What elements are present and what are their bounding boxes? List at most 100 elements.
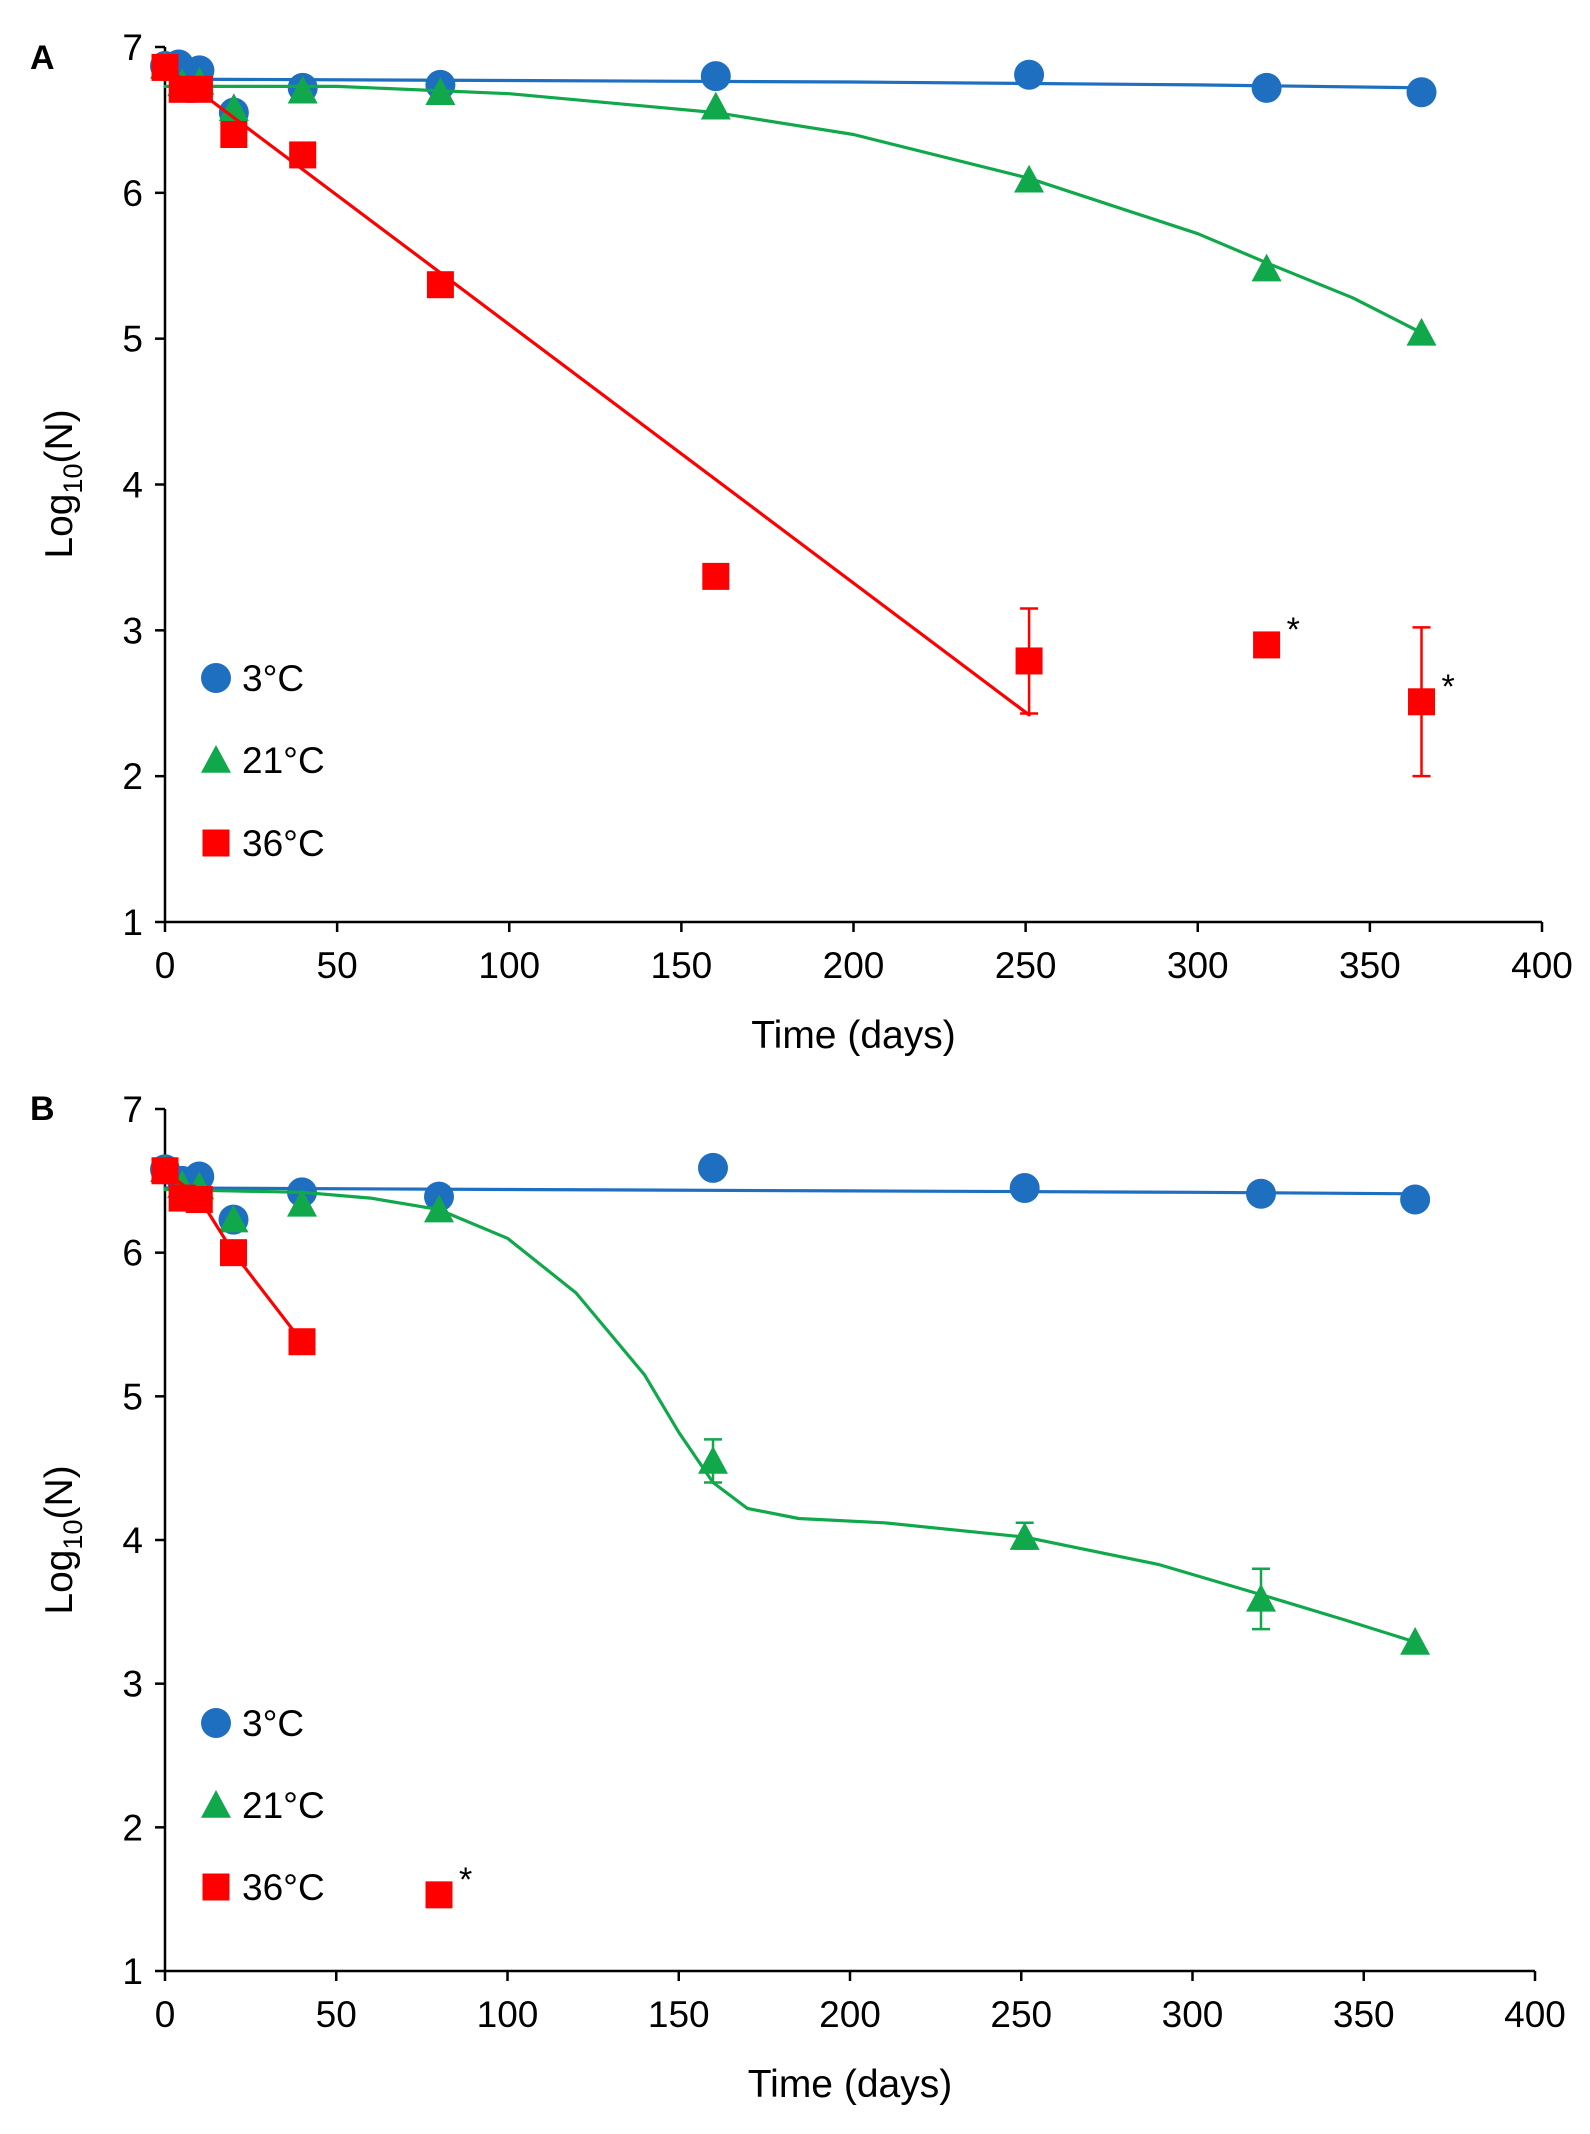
panel-label: A: [30, 39, 55, 77]
data-point: [702, 562, 730, 590]
data-point: [218, 1204, 249, 1233]
x-axis-title: Time (days): [751, 1014, 955, 1057]
x-tick-label: 400: [1511, 945, 1573, 986]
x-tick-label: 50: [317, 945, 358, 986]
significance-asterisk: *: [1287, 611, 1300, 649]
data-point: [425, 1881, 453, 1909]
data-point: [1406, 317, 1437, 346]
legend-label: 3°C: [242, 658, 304, 699]
y-tick-label: 1: [122, 902, 143, 943]
data-point: [1246, 1178, 1276, 1209]
x-tick-label: 50: [316, 1994, 357, 2035]
panel-b: B 1 2 3 4 5 6 7 0 50 100 150 200 250 300 350 400 Time (da…: [30, 1089, 1566, 2106]
data-point: [287, 1188, 317, 1217]
x-tick-label: 250: [995, 945, 1057, 986]
data-point: [424, 1194, 454, 1223]
y-tick-label: 4: [122, 1520, 143, 1561]
data-point: [220, 1239, 247, 1267]
fit-line: [163, 84, 1424, 335]
data-point: [698, 1152, 728, 1183]
data-point: [1014, 164, 1045, 193]
data-point: [288, 1328, 316, 1356]
legend-marker: [201, 1708, 231, 1738]
data-point: [1408, 688, 1436, 716]
series-0: [150, 49, 1437, 128]
fit-line: [163, 1169, 304, 1344]
data-point: [1400, 1627, 1431, 1655]
data-point: [425, 77, 456, 105]
data-point: [287, 75, 318, 104]
x-tick-label: 200: [823, 945, 885, 986]
y-tick-label: 7: [122, 1089, 143, 1130]
x-tick-label: 250: [990, 1994, 1052, 2035]
x-tick-label: 100: [477, 1994, 539, 2035]
y-tick-label: 5: [122, 1376, 143, 1417]
y-axis-title-main: Log: [38, 494, 81, 559]
legend-label: 21°C: [242, 740, 325, 781]
y-tick-label: 1: [122, 1951, 143, 1992]
data-point: [1251, 253, 1282, 282]
x-tick-label: 150: [651, 945, 713, 986]
x-tick-label: 350: [1333, 1994, 1395, 2035]
x-tick-label: 0: [155, 1994, 176, 2035]
legend-label: 3°C: [242, 1703, 304, 1744]
legend-marker: [201, 663, 231, 693]
y-tick-label: 4: [122, 465, 143, 506]
y-tick-label: 3: [122, 1664, 143, 1705]
y-axis-title: Log10(N): [38, 409, 88, 558]
data-point: [700, 91, 731, 120]
data-point: [1400, 1184, 1431, 1215]
data-point: [700, 61, 731, 92]
data-point: [185, 1186, 213, 1214]
legend-marker: [201, 745, 231, 773]
data-point: [426, 271, 454, 299]
y-axis-title-subscript: 10: [58, 464, 88, 494]
x-tick-label: 150: [648, 1994, 710, 2035]
y-axis-title: Log10(N): [38, 1465, 88, 1614]
series-2: **: [151, 53, 1455, 778]
fit-line: [163, 1187, 1417, 1644]
data-point: [289, 141, 317, 169]
y-tick-label: 5: [122, 319, 143, 360]
x-tick-label: 400: [1504, 1994, 1566, 2035]
y-axis-title-tail: (N): [38, 1465, 81, 1519]
legend-marker: [201, 1790, 231, 1818]
data-point: [185, 75, 213, 103]
data-point: [1251, 72, 1282, 103]
y-tick-label: 2: [122, 756, 143, 797]
x-tick-label: 350: [1339, 945, 1401, 986]
data-point: [1253, 631, 1281, 659]
data-point: [1009, 1522, 1040, 1550]
y-axis-title-subscript: 10: [58, 1520, 88, 1550]
data-point: [1406, 77, 1437, 108]
y-tick-label: 6: [122, 173, 143, 214]
x-tick-label: 0: [155, 945, 176, 986]
fit-line: [163, 1186, 1417, 1196]
panel-a: A 1 2 3 4 5 6 7 0 50 100 150 200 250 300 350 400 Time (da…: [30, 27, 1573, 1057]
significance-asterisk: *: [459, 1861, 472, 1899]
data-point: [1009, 1173, 1040, 1204]
legend-marker: [202, 1873, 230, 1901]
series-1: [150, 1154, 1431, 1655]
y-axis-title-main: Log: [38, 1550, 81, 1615]
x-axis-title: Time (days): [748, 2063, 952, 2106]
x-tick-label: 300: [1162, 1994, 1224, 2035]
data-point: [698, 1445, 728, 1474]
significance-asterisk: *: [1442, 668, 1455, 706]
fit-line: [163, 64, 1031, 717]
y-axis-title-tail: (N): [38, 409, 81, 463]
x-tick-label: 300: [1167, 945, 1229, 986]
series-0: [150, 1152, 1431, 1235]
y-tick-label: 7: [122, 27, 143, 68]
y-tick-label: 6: [122, 1233, 143, 1274]
data-point: [220, 121, 248, 148]
series-2: *: [151, 1157, 472, 1909]
data-point: [1014, 59, 1045, 90]
legend-label: 21°C: [242, 1785, 325, 1826]
x-tick-label: 100: [478, 945, 540, 986]
y-tick-label: 2: [122, 1807, 143, 1848]
data-point: [151, 1157, 179, 1185]
legend-label: 36°C: [242, 823, 325, 864]
legend-label: 36°C: [242, 1867, 325, 1908]
